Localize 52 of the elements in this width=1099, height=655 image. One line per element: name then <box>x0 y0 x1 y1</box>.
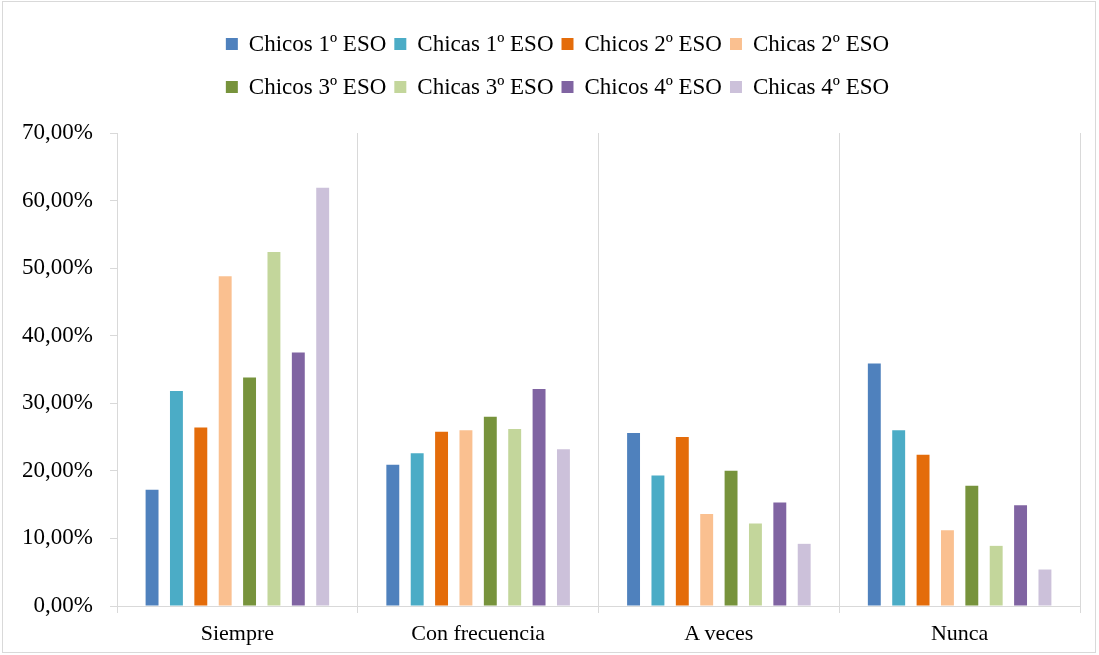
legend-label: Chicos 2º ESO <box>584 31 722 57</box>
y-tick-label: 60,00% <box>22 186 93 212</box>
y-tick-label: 30,00% <box>22 389 93 415</box>
bar <box>218 276 232 606</box>
bar <box>194 427 208 606</box>
x-tick-label: Con frecuencia <box>411 619 546 645</box>
y-tick-label: 20,00% <box>22 456 93 482</box>
bar <box>940 530 954 606</box>
bar <box>965 485 979 606</box>
legend-label: Chicos 3º ESO <box>248 74 387 100</box>
bar <box>169 391 183 606</box>
x-tick-label: Siempre <box>200 619 275 645</box>
y-tick-label: 50,00% <box>22 254 93 280</box>
bar <box>867 363 881 606</box>
bar <box>892 430 906 606</box>
bar <box>724 470 738 606</box>
bar <box>627 433 641 606</box>
bar <box>410 453 424 606</box>
legend-label: Chicos 1º ESO <box>248 31 387 57</box>
x-tick-label: Nunca <box>930 619 989 645</box>
bar <box>145 489 159 606</box>
bar <box>532 389 546 606</box>
legend-label: Chicas 2º ESO <box>752 31 890 57</box>
legend-label: Chicos 4º ESO <box>584 74 722 100</box>
bar <box>1038 569 1052 606</box>
legend-label: Chicas 4º ESO <box>752 74 890 100</box>
y-tick-label: 40,00% <box>22 321 93 347</box>
y-tick-label: 10,00% <box>22 524 93 550</box>
bar <box>773 502 787 606</box>
y-tick-label: 0,00% <box>33 592 93 618</box>
bar <box>989 545 1003 606</box>
x-tick-label: A veces <box>684 619 754 645</box>
bar <box>675 437 689 606</box>
bar <box>556 449 570 606</box>
bar <box>243 377 257 606</box>
bar <box>508 428 522 606</box>
bar <box>435 431 449 606</box>
bar <box>700 514 714 606</box>
bar <box>748 523 762 606</box>
bar <box>651 475 665 606</box>
bar <box>483 416 497 606</box>
bar <box>1014 505 1028 606</box>
legend-label: Chicas 3º ESO <box>417 74 554 100</box>
bar <box>291 352 305 606</box>
bar <box>459 430 473 606</box>
y-tick-label: 70,00% <box>22 119 93 145</box>
bar <box>797 543 811 606</box>
bar <box>386 464 400 606</box>
bar <box>316 187 330 606</box>
bar <box>916 454 930 606</box>
bar <box>267 251 281 606</box>
legend-label: Chicas 1º ESO <box>417 31 554 57</box>
